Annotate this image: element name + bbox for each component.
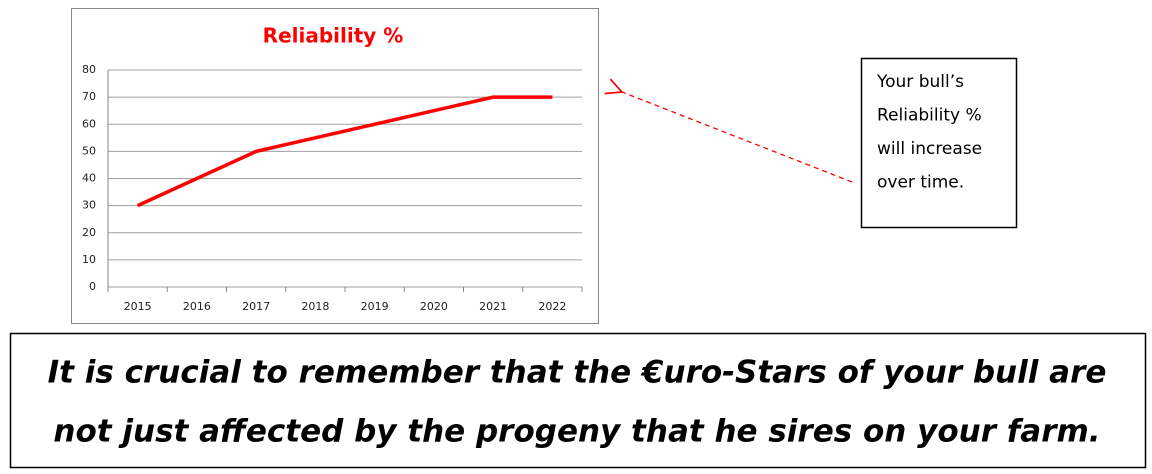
y-tick-label: 60 [82, 117, 96, 130]
callout-text: will increase [877, 139, 982, 159]
y-tick-label: 20 [82, 226, 96, 239]
callout-box [860, 57, 1018, 229]
series-line [136, 95, 553, 208]
x-tick-label: 2021 [479, 300, 507, 313]
y-tick-label: 50 [82, 144, 96, 157]
y-tick-label: 30 [82, 199, 96, 212]
x-tick-label: 2022 [538, 300, 566, 313]
callout-text: Reliability % [877, 106, 982, 126]
x-tick-label: 2020 [420, 300, 448, 313]
footer-text: not just affected by the progeny that he… [53, 414, 1100, 450]
footer-box [9, 332, 1147, 469]
y-tick-label: 70 [82, 90, 96, 103]
chart-frame [71, 8, 599, 324]
callout-text: over time. [877, 173, 964, 193]
y-tick-label: 40 [82, 172, 96, 185]
y-tick-label: 80 [82, 63, 96, 76]
callout-text: Your bull’s [876, 72, 964, 92]
x-tick-label: 2018 [301, 300, 329, 313]
x-tick-label: 2019 [361, 300, 389, 313]
footer-text: It is crucial to remember that the €uro-… [48, 355, 1107, 391]
y-tick-label: 0 [89, 280, 96, 293]
x-tick-label: 2015 [124, 300, 152, 313]
callout-arrow [622, 92, 853, 183]
x-tick-label: 2017 [242, 300, 270, 313]
chart-title: Reliability % [263, 24, 404, 48]
y-tick-label: 10 [82, 253, 96, 266]
x-tick-label: 2016 [183, 300, 211, 313]
